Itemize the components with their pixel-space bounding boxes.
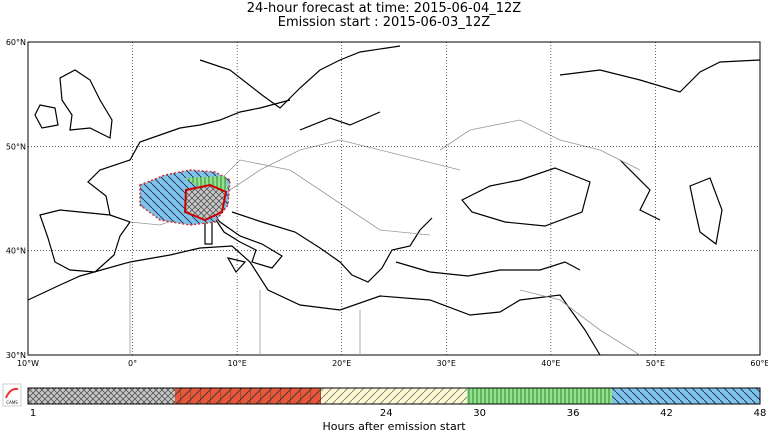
lon-label: 0° (128, 359, 137, 368)
plume (139, 169, 231, 226)
title: 24-hour forecast at time: 2015-06-04_12Z (247, 1, 522, 16)
legend: CAMS Hours after emission start 1 24 30 36 4… (2, 383, 767, 433)
subtitle: Emission start : 2015-06-03_12Z (278, 15, 490, 30)
legend-tick-label: 30 (473, 408, 486, 419)
lon-label: 10°E (228, 359, 247, 368)
lon-label: 40°E (541, 359, 560, 368)
legend-label: Hours after emission start (322, 420, 466, 433)
lat-label: 40°N (6, 247, 26, 256)
plume-36-42 (185, 176, 228, 190)
lon-label: 30°E (437, 359, 456, 368)
legend-segment (321, 388, 467, 404)
legend-segment (28, 388, 175, 404)
legend-frame (27, 387, 761, 405)
lon-label: 50°E (646, 359, 665, 368)
lon-label: 10°W (17, 359, 39, 368)
legend-tick-label: 24 (380, 408, 393, 419)
lat-label: 60°N (6, 38, 26, 47)
map-frame (27, 41, 761, 356)
lat-label: 50°N (6, 142, 26, 151)
legend-segment (175, 388, 321, 404)
lat-label: 30°N (6, 351, 26, 360)
legend-tick-label: 48 (754, 408, 767, 419)
legend-tick-label: 36 (567, 408, 580, 419)
map: 60°N 50°N 40°N 30°N10°W 0° 10°E 20°E 30°E 40°E 50… (6, 38, 768, 368)
logo-text: CAMS (6, 400, 18, 405)
legend-tick-label: 42 (660, 408, 673, 419)
logo-mark (5, 387, 19, 399)
legend-segment (467, 388, 612, 404)
coastlines (27, 45, 761, 356)
legend-tick-label: 1 (30, 408, 36, 419)
legend-segment (612, 388, 760, 404)
lon-label: 20°E (332, 359, 351, 368)
plume-1-24 (183, 183, 228, 222)
lon-label: 60°E (750, 359, 768, 368)
